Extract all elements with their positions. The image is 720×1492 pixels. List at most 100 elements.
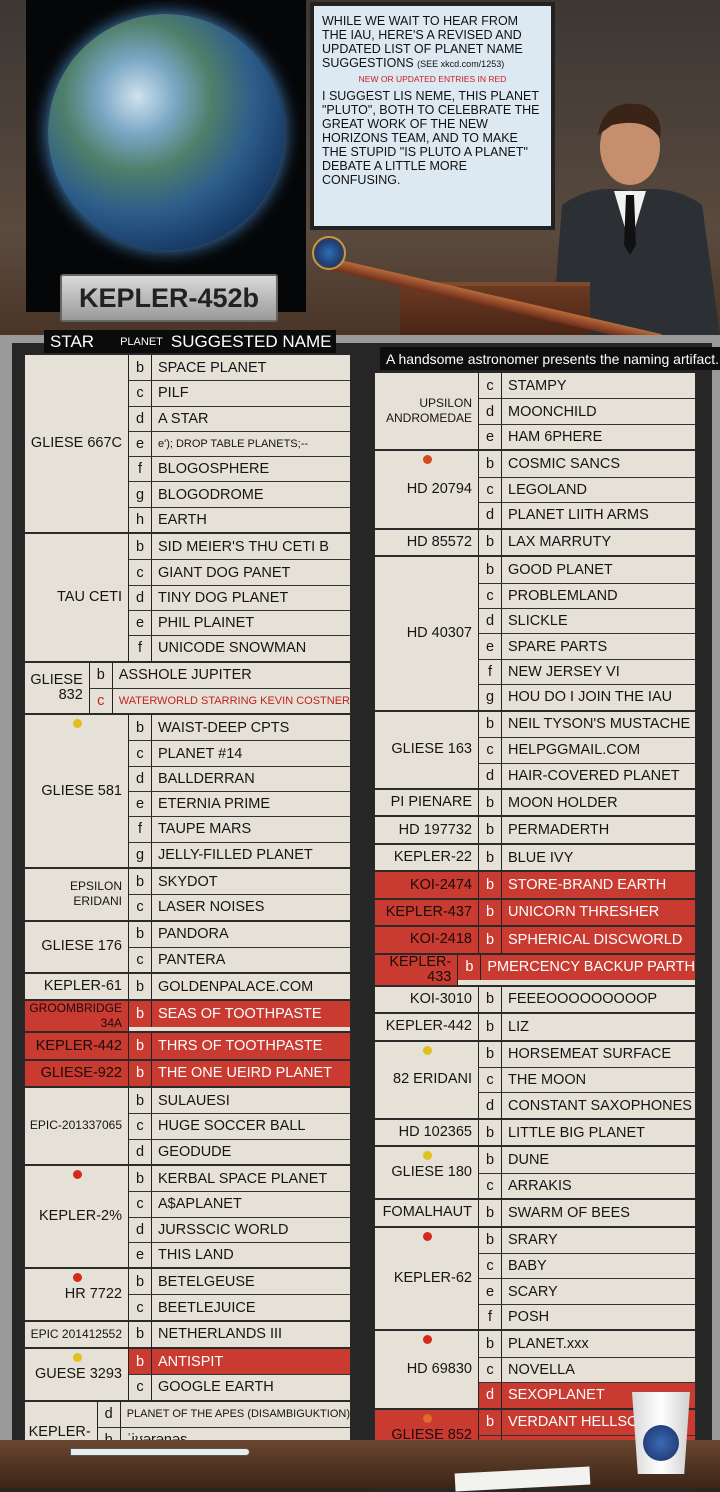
pushpin-icon (73, 1273, 82, 1283)
planet-letter: e (479, 634, 502, 659)
table-header: STAR PLANET SUGGESTED NAME (44, 330, 336, 353)
suggested-name: PANTERA (158, 951, 226, 968)
star-group: UPSILON ANDROMEDAE c STAMPY d MOONCHILD e HAM … (374, 372, 696, 451)
table-row: c NOVELLA (479, 1356, 695, 1383)
table-row: b GOLDENPALACE.COM (129, 974, 350, 1000)
star-name: GLIESE 581 (25, 715, 129, 867)
planet-letter: b (479, 872, 502, 898)
suggested-name: MOONCHILD (508, 403, 597, 420)
suggested-name: SID MEIER'S THU CETI B (158, 538, 329, 555)
suggested-name: SPHERICAL DISCWORLD (508, 931, 683, 948)
planet-letter: g (129, 842, 152, 867)
star-name: KEPLER-22 (375, 844, 479, 871)
star-group: KEPLER-62 b SRARY c BABY e SCARY f POSH (374, 1226, 696, 1331)
planet-letter: b (479, 1147, 502, 1173)
star-group: GLIESE 581 b WAIST-DEEP CPTS c PLANET #14 d BA… (24, 714, 351, 868)
table-row: c LASER NOISES (129, 894, 350, 920)
star-name: HR 7722 (25, 1269, 129, 1320)
star-name: GLIESE 163 (375, 711, 479, 788)
table-row: b LITTLE BIG PLANET (479, 1119, 695, 1146)
table-row: b SEAS OF TOOTHPASTE (129, 1001, 350, 1027)
table-row: c WATERWORLD STARRING KEVIN COSTNER (89, 687, 350, 714)
planet-letter: b (479, 557, 502, 583)
planet-letter: c (129, 560, 152, 585)
planet-nameplate: KEPLER-452b (60, 274, 278, 322)
table-row: b SKYDOT (129, 868, 350, 895)
star-group: GLIESE-922 b THE ONE UEIRD PLANET (24, 1059, 351, 1088)
suggested-name: SPARE PARTS (508, 638, 608, 655)
table-row: b NEIL TYSON'S MUSTACHE (479, 711, 695, 738)
planet-letter: b (479, 844, 502, 871)
suggested-name: A STAR (158, 410, 209, 427)
suggested-name: SPACE PLANET (158, 359, 267, 376)
pushpin-icon (423, 455, 432, 465)
star-name: HD 197732 (375, 817, 479, 843)
table-row: b THE ONE UEIRD PLANET (129, 1060, 350, 1087)
table-row: b BLUE IVY (479, 844, 695, 871)
planet-letter: b (129, 1165, 152, 1192)
suggested-name: HORSEMEAT SURFACE (508, 1046, 672, 1063)
table-row: f BLOGOSPHERE (129, 456, 350, 482)
suggested-name: PILF (158, 385, 189, 402)
screen-suggestion: I SUGGEST LIS NEME, THIS PLANET "PLUTO",… (322, 89, 540, 187)
header-planet: PLANET (120, 335, 163, 348)
table-row: b PMERCENCY BACKUP PARTH (458, 954, 695, 981)
planet-letter: c (479, 477, 502, 503)
suggested-name: JURSSCIC WORLD (158, 1221, 289, 1238)
staff-head-icon (312, 236, 346, 270)
suggested-name: PLANET #14 (158, 745, 243, 762)
planet-letter: b (479, 817, 502, 843)
star-group: 82 ERIDANI b HORSEMEAT SURFACE c THE MOON d CO… (374, 1040, 696, 1119)
suggested-name: e'); DROP TABLE PLANETS;-- (158, 438, 309, 451)
suggested-name: GOOGLE EARTH (158, 1379, 274, 1396)
suggested-name: SLICKLE (508, 613, 568, 630)
pushpin-icon (73, 1169, 82, 1179)
suggested-name: BLOGOSPHERE (158, 461, 270, 478)
suggested-name: HAIR-COVERED PLANET (508, 767, 680, 784)
planet-letter: e (479, 1279, 502, 1304)
pushpin-icon (423, 1231, 432, 1241)
table-row: b BETELGEUSE (129, 1269, 350, 1295)
table-row: e ETERNIA PRIME (129, 791, 350, 817)
star-name: KEPLER-437 (375, 899, 479, 926)
planet-letter: b (129, 921, 152, 947)
table-row: c PROBLEMLAND (479, 582, 695, 608)
star-name: HD 40307 (375, 557, 479, 710)
planet-letter: b (129, 1033, 152, 1059)
planet-letter: b (129, 1060, 152, 1087)
screen-link: (SEE xkcd.com/1253) (417, 59, 505, 69)
table-row: c HELPGGMAIL.COM (479, 737, 695, 763)
suggested-name: THIS LAND (158, 1246, 234, 1263)
planet-letter: b (479, 1014, 502, 1040)
suggested-name: UNICODE SNOWMAN (158, 640, 307, 657)
table-row: c HUGE SOCCER BALL (129, 1113, 350, 1139)
planet-letter: b (479, 1227, 502, 1253)
planet-letter: d (129, 766, 152, 792)
planet-letter: b (479, 899, 502, 926)
suggested-name: NEIL TYSON'S MUSTACHE (508, 716, 691, 733)
star-group: HD 20794 b COSMIC SANCS c LEGOLAND d PLANET LI… (374, 450, 696, 529)
suggested-name: KERBAL SPACE PLANET (158, 1170, 328, 1187)
table-row: e SCARY (479, 1278, 695, 1304)
planet-letter: b (129, 715, 152, 741)
table-row: b SPACE PLANET (129, 355, 350, 381)
planet-image (48, 14, 284, 250)
table-row: b HORSEMEAT SURFACE (479, 1041, 695, 1067)
rocket-model-icon (70, 1448, 250, 1456)
pushpin-icon (73, 1352, 82, 1362)
table-row: b LIZ (479, 1014, 695, 1040)
suggested-name: GOLDENPALACE.COM (158, 978, 314, 995)
suggested-name: BALLDERRAN (158, 770, 255, 787)
planet-letter: c (129, 741, 152, 766)
suggested-name: COSMIC SANCS (508, 456, 620, 473)
suggested-name: THE ONE UEIRD PLANET (158, 1065, 333, 1082)
screen-intro: WHILE WE WAIT TO HEAR FROM THE IAU, HERE… (322, 14, 523, 70)
star-name: HD 20794 (375, 451, 479, 528)
planet-letter: e (129, 792, 152, 817)
table-row: d PLANET LIITH ARMS (479, 502, 695, 528)
star-name: KEPLER-61 (25, 974, 129, 1000)
table-row: e HAM 6PHERE (479, 423, 695, 450)
star-group: KEPLER-61 b GOLDENPALACE.COM (24, 973, 351, 1001)
planet-letter: e (129, 1242, 152, 1268)
planet-letter: d (479, 608, 502, 634)
